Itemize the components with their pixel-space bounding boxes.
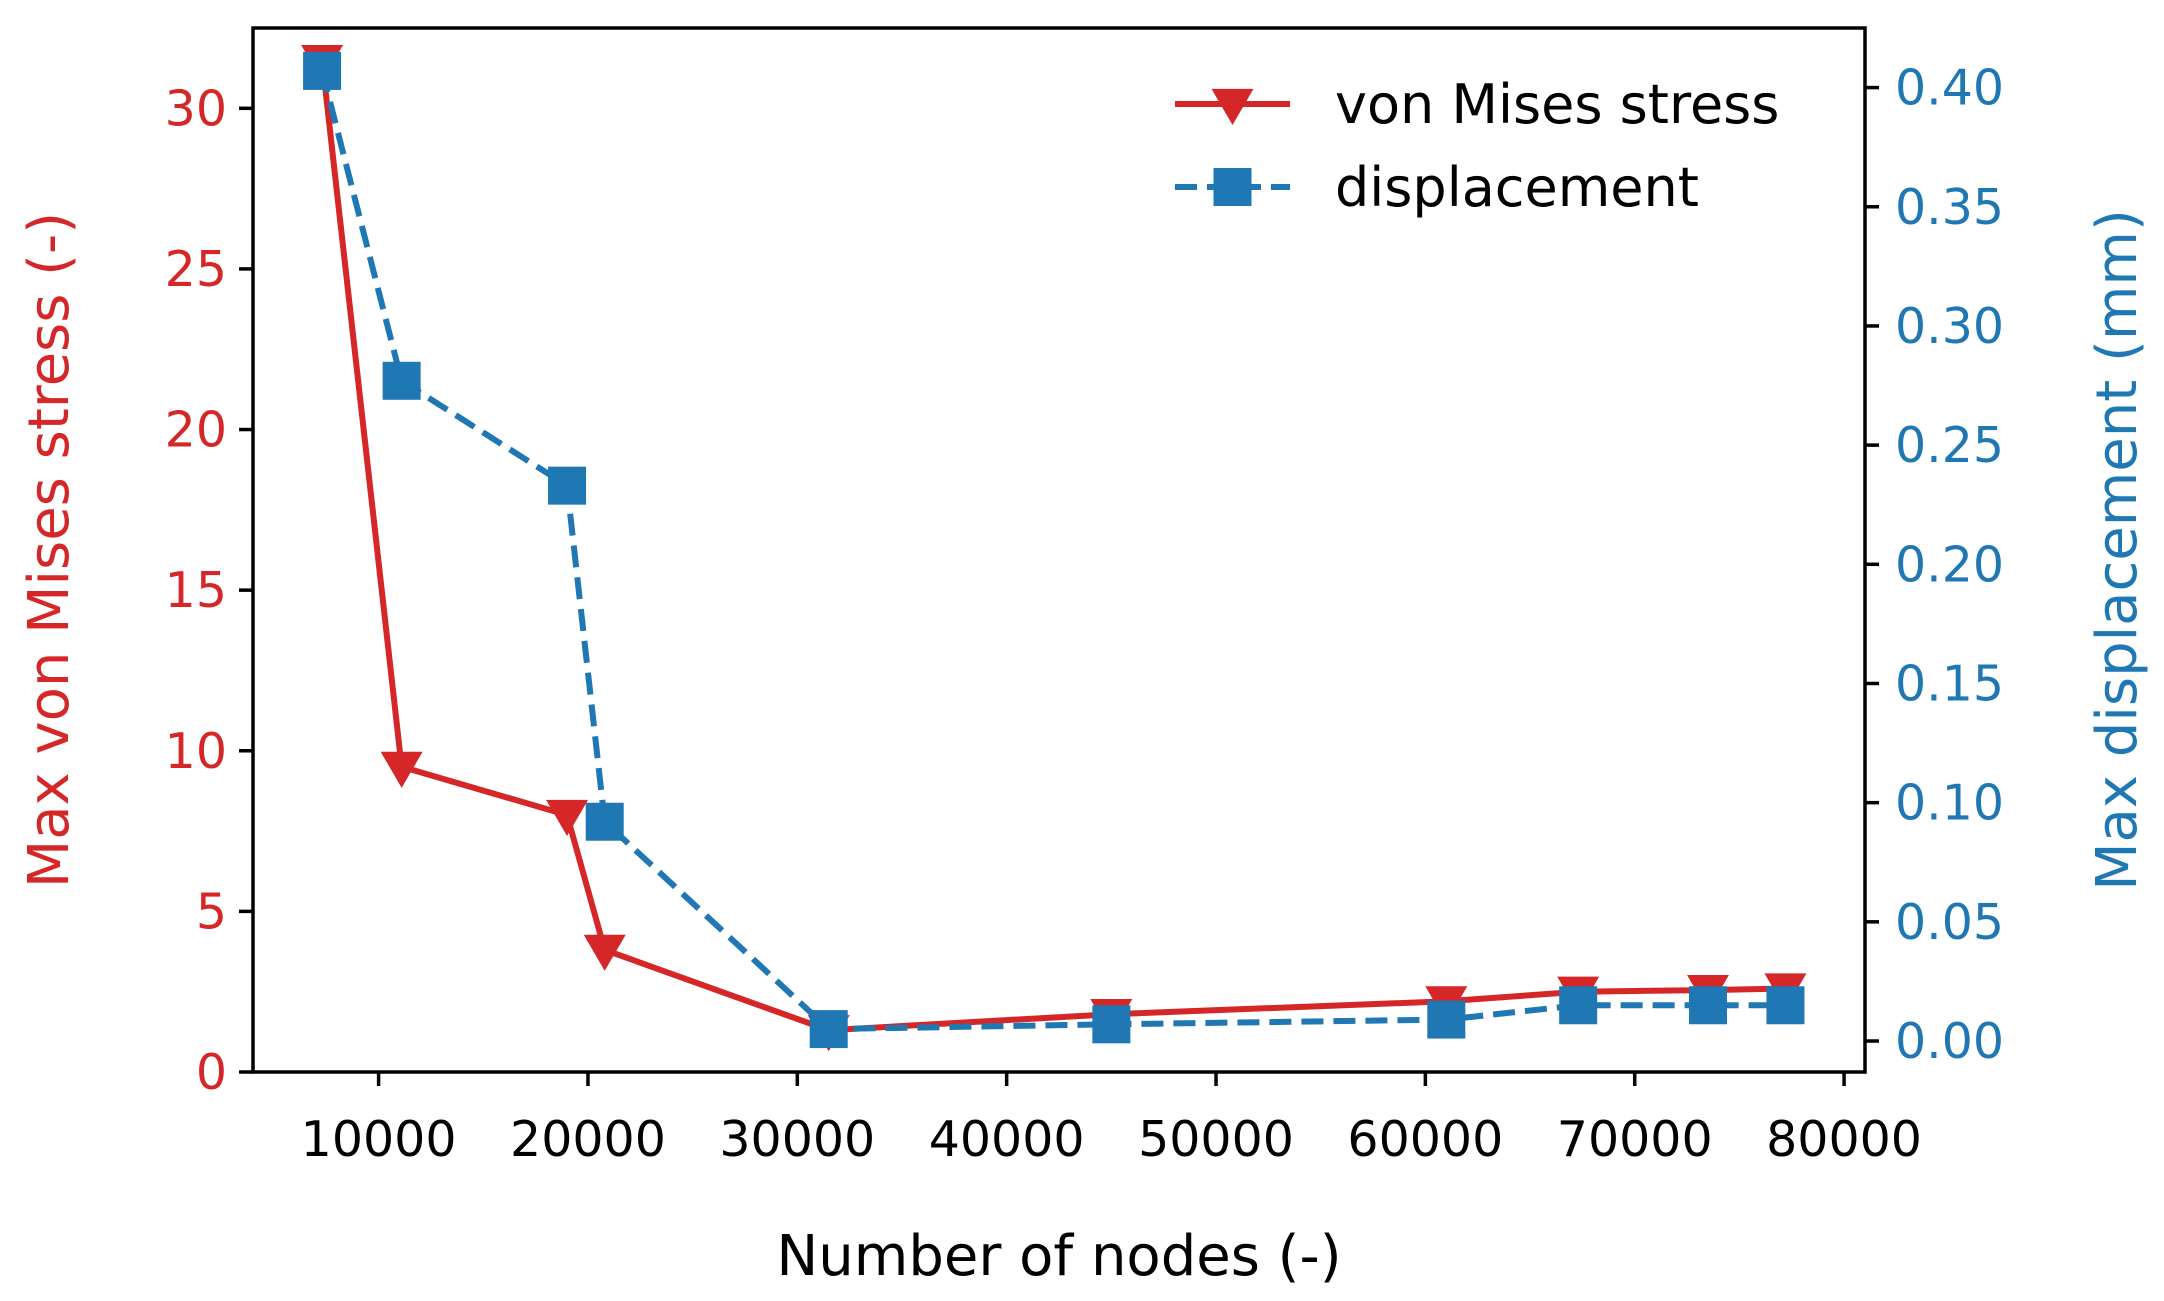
stress-point bbox=[546, 799, 589, 837]
displacement-point bbox=[1688, 986, 1727, 1025]
legend: von Mises stress displacement bbox=[1175, 73, 1779, 219]
displacement-point bbox=[1766, 986, 1805, 1025]
y-right-tick-label: 0.10 bbox=[1895, 775, 2004, 832]
legend-marker-displacement bbox=[1213, 168, 1252, 206]
stress-point bbox=[583, 934, 626, 971]
y-left-tick-label: 30 bbox=[165, 80, 227, 137]
y-right-tick-label: 0.35 bbox=[1895, 179, 2004, 236]
displacement-point bbox=[585, 802, 624, 841]
x-tick-label: 40000 bbox=[929, 1111, 1085, 1168]
y-right-tick-label: 0.30 bbox=[1895, 298, 2004, 355]
y-left-axis-label: Max von Mises stress (-) bbox=[17, 212, 82, 888]
x-tick-label: 80000 bbox=[1766, 1111, 1922, 1168]
displacement-point bbox=[303, 51, 342, 90]
plot-area bbox=[301, 45, 1807, 1052]
y-left-tick-label: 15 bbox=[165, 562, 227, 619]
y-right-tick-label: 0.15 bbox=[1895, 655, 2004, 712]
displacement-point bbox=[1559, 986, 1598, 1025]
y-left-tick-label: 25 bbox=[165, 241, 227, 298]
y-right-tick-label: 0.00 bbox=[1895, 1013, 2004, 1070]
y-right-tick-label: 0.05 bbox=[1895, 894, 2004, 951]
displacement-point bbox=[809, 1010, 848, 1049]
displacement-point bbox=[548, 466, 587, 505]
series-line-1 bbox=[319, 70, 1786, 1033]
x-axis-label: Number of nodes (-) bbox=[776, 1224, 1341, 1289]
x-tick-label: 20000 bbox=[510, 1111, 666, 1168]
y-left-tick-label: 10 bbox=[165, 723, 227, 780]
legend-marker-stress bbox=[1211, 88, 1254, 125]
y-right-tick-label: 0.40 bbox=[1895, 60, 2004, 117]
x-tick-label: 50000 bbox=[1138, 1111, 1294, 1168]
y-right-tick-label: 0.20 bbox=[1895, 536, 2004, 593]
y-right-tick-label: 0.25 bbox=[1895, 417, 2004, 474]
x-tick-label: 60000 bbox=[1347, 1111, 1503, 1168]
stress-point bbox=[380, 751, 423, 788]
x-tick-label: 10000 bbox=[301, 1111, 457, 1168]
series-line-0 bbox=[319, 59, 1786, 1034]
displacement-point bbox=[1092, 1005, 1131, 1044]
y-left-tick-label: 5 bbox=[196, 883, 227, 940]
x-tick-label: 70000 bbox=[1557, 1111, 1713, 1168]
axes-frame bbox=[251, 26, 1867, 1074]
legend-label-0: von Mises stress bbox=[1335, 73, 1779, 136]
y-right-axis-label: Max displacement (mm) bbox=[2085, 209, 2150, 891]
displacement-point bbox=[1427, 1000, 1466, 1039]
y-left-tick-label: 0 bbox=[196, 1044, 227, 1101]
y-left-tick-label: 20 bbox=[165, 402, 227, 459]
axes: 10000 20000 30000 40000 50000 60000 70000 80000… bbox=[17, 26, 2150, 1289]
legend-label-1: displacement bbox=[1335, 156, 1699, 219]
displacement-point bbox=[382, 361, 421, 400]
x-tick-label: 30000 bbox=[719, 1111, 875, 1168]
